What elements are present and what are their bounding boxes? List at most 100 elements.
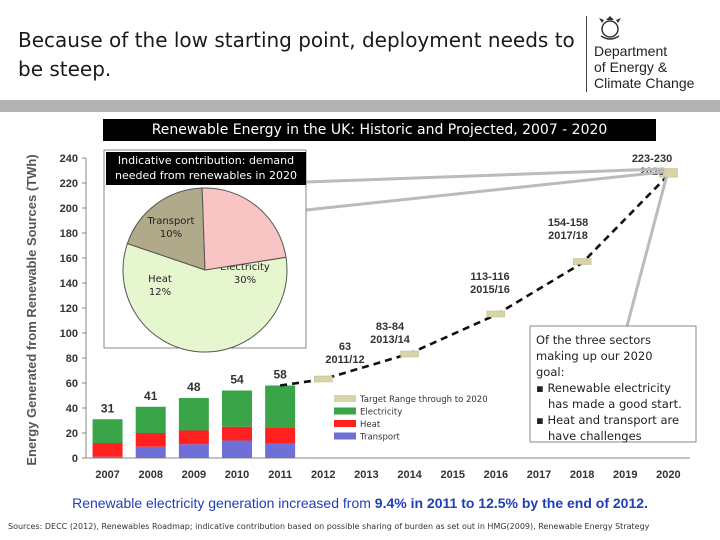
logo-line-3: Climate Change	[594, 75, 695, 91]
bar-total-label: 41	[144, 389, 158, 403]
royal-crest-icon	[599, 16, 621, 40]
y-tick-label: 140	[60, 278, 78, 290]
callout-bullet-1: ▪ Renewable electricity has made a good …	[536, 381, 682, 411]
callout-bullet-2: ▪ Heat and transport are have challenges	[536, 413, 680, 443]
target-range-marker	[572, 258, 592, 265]
logo-line-2: of Energy &	[594, 59, 668, 75]
pie-slice-name: Electricity	[220, 262, 270, 273]
y-tick-label: 60	[66, 378, 78, 390]
target-range-marker	[400, 350, 419, 358]
x-tick-label: 2013	[354, 469, 378, 481]
range-annotation-period: 2013/14	[370, 334, 411, 346]
y-tick-label: 160	[60, 253, 78, 265]
sources-note: Sources: DECC (2012), Renewables Roadmap…	[8, 522, 650, 531]
y-tick-label: 100	[60, 328, 78, 340]
bar-transport	[265, 443, 296, 458]
y-tick-label: 220	[60, 178, 78, 190]
bar-heat	[92, 443, 123, 457]
y-tick-label: 240	[60, 153, 78, 165]
pie-slice-pct: 10%	[160, 229, 182, 240]
bar-transport	[178, 444, 209, 458]
x-tick-label: 2020	[656, 469, 680, 481]
key-finding: Renewable electricity generation increas…	[0, 495, 720, 511]
y-axis-label: Energy Generated from Renewable Sources …	[24, 154, 39, 465]
key-finding-bold: 9.4% in 2011 to 12.5% by the end of 2012…	[374, 495, 648, 511]
y-tick-label: 120	[60, 303, 78, 315]
target-range-marker	[314, 375, 333, 383]
legend-swatch	[334, 420, 356, 427]
range-annotation-value: 83-84	[376, 321, 405, 333]
y-tick-label: 0	[72, 453, 78, 465]
y-tick-label: 200	[60, 203, 78, 215]
pie-slice-name: Heat	[148, 274, 172, 285]
pie-inset-label: Indicative contribution: demand needed f…	[106, 152, 306, 185]
bar-total-label: 31	[101, 401, 115, 415]
bar-heat	[265, 428, 296, 443]
bar-total-label: 58	[273, 368, 287, 382]
legend-swatch	[334, 395, 356, 402]
x-tick-label: 2008	[138, 469, 162, 481]
pie-slice-electricity	[122, 242, 288, 353]
chart-title: Renewable Energy in the UK: Historic and…	[103, 119, 656, 141]
x-tick-label: 2010	[225, 469, 249, 481]
callout-intro: Of the three sectors making up our 2020 …	[536, 333, 653, 379]
connector-line	[305, 170, 665, 212]
pie-slice-transport	[126, 187, 206, 271]
bar-heat	[178, 430, 209, 445]
y-tick-label: 180	[60, 228, 78, 240]
range-annotation-period: 2017/18	[548, 230, 588, 242]
bar-heat	[222, 426, 252, 441]
legend-label: Electricity	[360, 408, 402, 418]
logo-divider	[586, 16, 587, 92]
range-annotation-value: 154-158	[548, 217, 588, 229]
bar-transport	[92, 456, 123, 458]
x-tick-label: 2014	[397, 469, 422, 481]
x-tick-label: 2009	[182, 469, 206, 481]
bar-electricity	[222, 390, 252, 427]
connector-line	[305, 167, 665, 184]
pie-slice-name: Transport	[147, 216, 195, 227]
title-bar	[0, 100, 720, 112]
bar-electricity	[178, 398, 209, 431]
legend-swatch	[334, 432, 356, 440]
bar-transport	[222, 440, 252, 458]
x-tick-label: 2012	[311, 469, 335, 481]
bar-total-label: 48	[187, 380, 201, 394]
range-annotation-period: 2011/12	[325, 354, 364, 366]
y-tick-label: 20	[66, 428, 78, 440]
x-tick-label: 2017	[527, 469, 551, 481]
range-annotation-value: 63	[339, 341, 351, 353]
range-annotation-period: 2015/16	[470, 284, 510, 296]
legend-label: Target Range through to 2020	[359, 395, 488, 405]
slide-title: Because of the low starting point, deplo…	[18, 28, 575, 81]
logo-text: Department of Energy & Climate Change	[594, 43, 694, 91]
legend-label: Transport	[359, 433, 401, 443]
pie-slice-heat	[201, 187, 287, 271]
legend-swatch	[334, 407, 356, 415]
bar-electricity	[265, 385, 296, 428]
y-tick-label: 40	[66, 403, 78, 415]
logo-line-1: Department	[594, 43, 668, 59]
target-range-marker	[486, 310, 506, 318]
bar-electricity	[92, 419, 123, 443]
callout-box	[529, 325, 697, 443]
y-tick-label: 80	[66, 353, 78, 365]
x-tick-label: 2016	[484, 469, 508, 481]
legend-label: Heat	[360, 420, 381, 430]
range-annotation-value: 113-116	[470, 271, 509, 283]
pie-slice-pct: 30%	[234, 275, 256, 286]
bar-heat	[135, 433, 166, 447]
bar-electricity	[135, 406, 166, 433]
range-annotation-value: 223-230	[632, 153, 672, 165]
pie-slice-pct: 12%	[149, 287, 171, 298]
x-tick-label: 2007	[95, 469, 119, 481]
x-tick-label: 2015	[440, 469, 464, 481]
x-tick-label: 2018	[570, 469, 594, 481]
bar-total-label: 54	[230, 373, 244, 387]
x-tick-label: 2019	[613, 469, 637, 481]
sectors-callout: Of the three sectors making up our 2020 …	[536, 332, 684, 444]
bar-transport	[135, 446, 166, 458]
connector-line	[624, 176, 668, 331]
key-finding-prefix: Renewable electricity generation increas…	[72, 495, 375, 511]
